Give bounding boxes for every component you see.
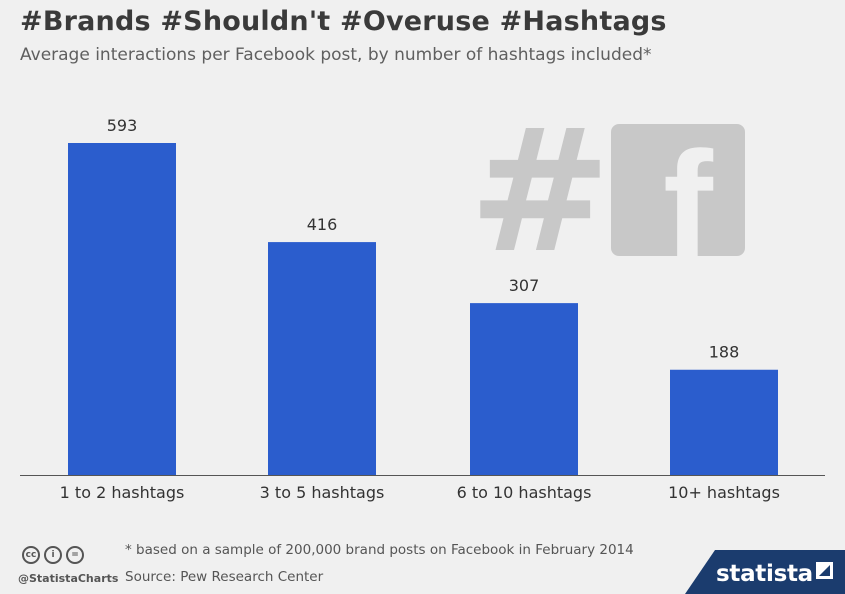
category-label: 3 to 5 hashtags xyxy=(260,483,385,502)
statista-brand-band xyxy=(685,550,845,594)
footnote: * based on a sample of 200,000 brand pos… xyxy=(125,542,634,558)
bar-value-label: 307 xyxy=(509,276,540,295)
no-derivatives-icon: = xyxy=(66,546,84,564)
attribution-icon: i xyxy=(44,546,62,564)
category-label: 1 to 2 hashtags xyxy=(60,483,185,502)
category-label: 10+ hashtags xyxy=(668,483,780,502)
brand-band-shape xyxy=(685,550,845,594)
category-label: 6 to 10 hashtags xyxy=(457,483,592,502)
bar-3 xyxy=(470,303,578,475)
decorative-illustration: # f xyxy=(469,93,745,291)
facebook-f-glyph: f xyxy=(663,120,714,288)
chart-subtitle: Average interactions per Facebook post, … xyxy=(20,45,652,65)
hashtag-icon: # xyxy=(469,93,611,291)
source-note: Source: Pew Research Center xyxy=(125,569,324,585)
facebook-logo-icon xyxy=(611,124,745,256)
bar-value-label: 593 xyxy=(107,116,138,135)
bar-value-label: 188 xyxy=(709,343,740,362)
license-icons: cc i = xyxy=(22,546,84,564)
bar-2 xyxy=(268,242,376,475)
bar-1 xyxy=(68,143,176,475)
creative-commons-icon: cc xyxy=(22,546,40,564)
statista-logo-text[interactable]: statista xyxy=(716,561,813,587)
bar-group: 593 1 to 2 hashtags 416 3 to 5 hashtags 307 6… xyxy=(60,116,780,502)
statista-handle[interactable]: @StatistaCharts xyxy=(18,572,119,585)
statista-logo-mark xyxy=(819,565,830,576)
bar-value-label: 416 xyxy=(307,215,338,234)
bar-chart: # f 593 1 to 2 hashtags 416 3 to 5 hashtags… xyxy=(20,93,825,502)
chart-title: #Brands #Shouldn't #Overuse #Hashtags xyxy=(20,6,667,37)
bar-4 xyxy=(670,369,778,475)
